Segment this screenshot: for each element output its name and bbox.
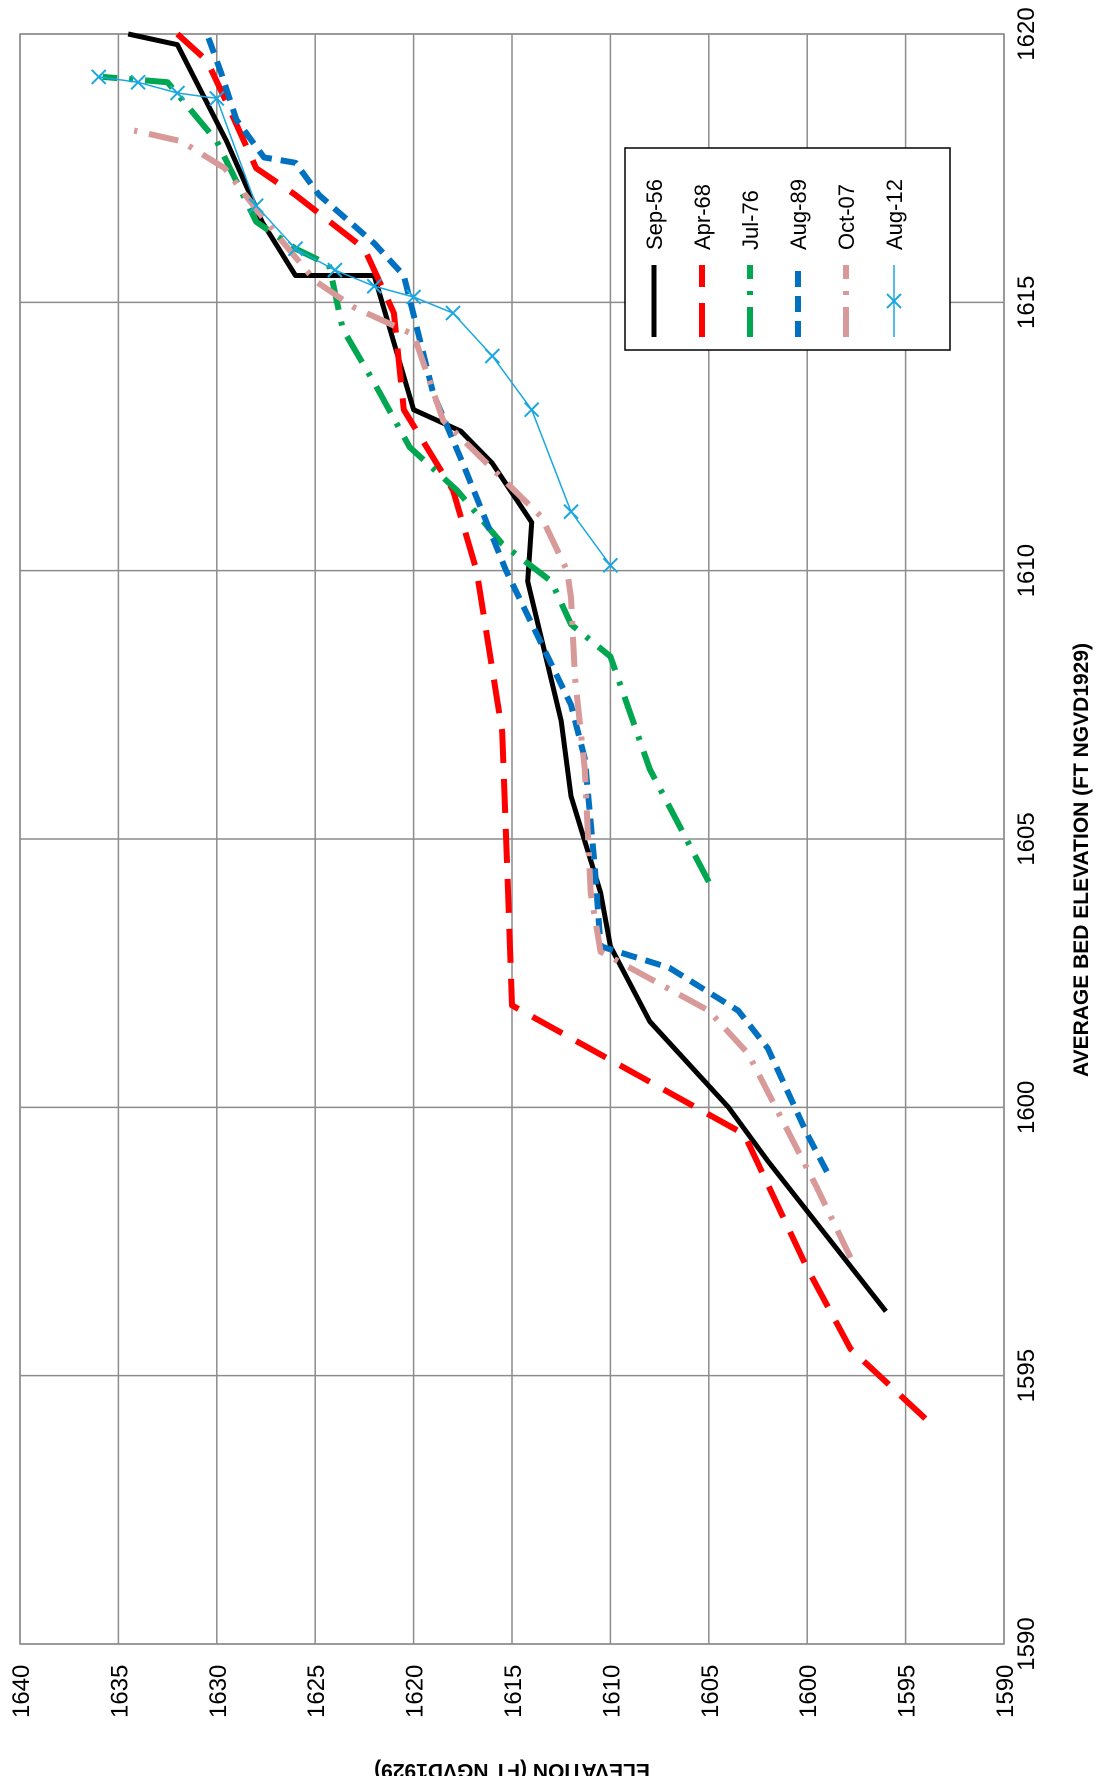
x-axis-title: AVERAGE BED ELEVATION (FT NGVD1929) bbox=[1070, 643, 1093, 1077]
x-tick-label: 1620 bbox=[1013, 7, 1040, 60]
data-point-marker bbox=[169, 85, 186, 101]
y-tick-label: 1640 bbox=[8, 1665, 35, 1718]
data-point-marker bbox=[366, 278, 382, 294]
y-tick-label: 1590 bbox=[992, 1665, 1019, 1718]
legend: Sep-56 Apr-68 Jul-76 Aug-89 Oct-07 Aug-12 bbox=[624, 147, 951, 351]
data-point-marker bbox=[563, 503, 579, 520]
series-layer bbox=[91, 31, 928, 1421]
y-tick-label: 1620 bbox=[402, 1665, 429, 1718]
legend-label-oct-07: Oct-07 bbox=[834, 184, 859, 250]
data-point-marker bbox=[484, 348, 501, 364]
data-point-marker bbox=[287, 240, 304, 257]
legend-label-sep-56: Sep-56 bbox=[642, 179, 667, 250]
data-point-marker bbox=[91, 69, 107, 85]
y-tick-label: 1600 bbox=[795, 1665, 822, 1718]
x-tick-label: 1615 bbox=[1013, 276, 1040, 329]
series-line-jul-76 bbox=[102, 73, 712, 884]
y-tick-label: 1595 bbox=[894, 1665, 921, 1718]
data-point-marker bbox=[248, 198, 264, 214]
legend-label-jul-76: Jul-76 bbox=[738, 190, 763, 250]
y-tick-label: 1615 bbox=[500, 1665, 527, 1718]
data-point-marker bbox=[523, 401, 540, 418]
y-tick-label: 1635 bbox=[106, 1665, 133, 1718]
legend-label-apr-68: Apr-68 bbox=[690, 184, 715, 250]
y-axis-tick-labels: 1590 1595 1600 1605 1610 1615 1620 1625 1630 1635… bbox=[8, 1665, 1019, 1718]
x-tick-label: 1605 bbox=[1013, 812, 1040, 865]
x-axis-tick-labels: 1590 1595 1600 1605 1610 1615 1620 bbox=[1013, 7, 1040, 1670]
legend-items: Sep-56 Apr-68 Jul-76 Aug-89 Oct-07 Aug-12 bbox=[642, 179, 907, 337]
x-tick-label: 1610 bbox=[1013, 544, 1040, 597]
x-tick-label: 1590 bbox=[1013, 1617, 1040, 1670]
series-line-sep-56 bbox=[127, 31, 888, 1313]
data-point-marker bbox=[445, 305, 461, 321]
data-point-marker bbox=[602, 557, 619, 574]
plot-area-border bbox=[19, 33, 1005, 1645]
y-tick-label: 1605 bbox=[697, 1665, 724, 1718]
data-point-marker bbox=[130, 74, 146, 91]
data-point-marker bbox=[209, 90, 225, 107]
legend-box bbox=[624, 147, 951, 351]
legend-label-aug-12: Aug-12 bbox=[882, 179, 907, 250]
y-tick-label: 1630 bbox=[205, 1665, 232, 1718]
y-axis-title: ELEVATION (FT NGVD1929) bbox=[374, 1759, 650, 1776]
y-tick-label: 1625 bbox=[303, 1665, 330, 1718]
y-tick-label: 1610 bbox=[598, 1665, 625, 1718]
x-tick-label: 1600 bbox=[1013, 1081, 1040, 1134]
series-line-aug-89 bbox=[204, 32, 830, 1174]
data-point-marker bbox=[405, 289, 422, 305]
x-tick-label: 1595 bbox=[1013, 1349, 1040, 1402]
legend-marker bbox=[886, 293, 902, 309]
legend-label-aug-89: Aug-89 bbox=[786, 179, 811, 250]
series-line-aug-12 bbox=[98, 76, 612, 566]
data-point-marker bbox=[327, 262, 343, 278]
